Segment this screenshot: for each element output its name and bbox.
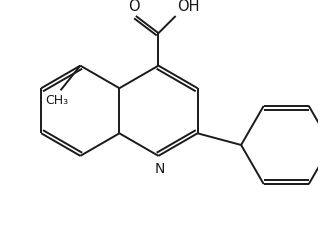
- Text: N: N: [154, 162, 164, 176]
- Text: O: O: [128, 0, 140, 14]
- Text: CH₃: CH₃: [45, 94, 68, 107]
- Text: OH: OH: [177, 0, 200, 14]
